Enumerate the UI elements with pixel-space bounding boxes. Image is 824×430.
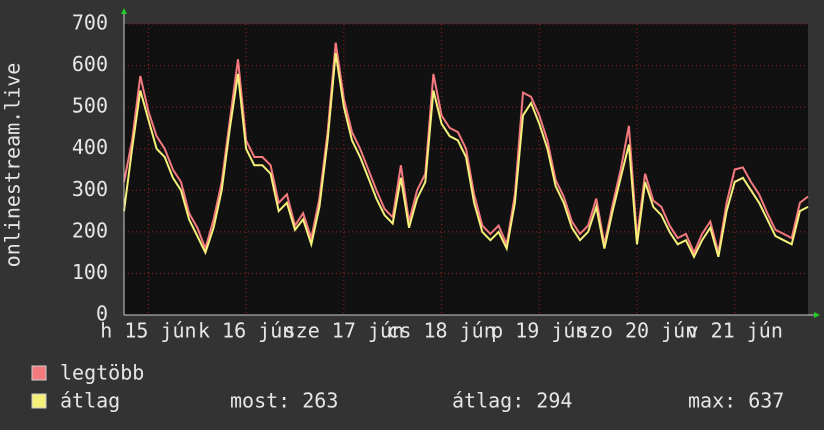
legend: legtöbb átlag most: 263 átlag: 294 max: 637 [31,361,784,413]
legend-swatch [31,365,47,381]
legend-stat: most: 263 [230,389,338,413]
x-tick-label: cs 18 jún [387,319,495,343]
x-arrow [814,312,820,318]
series-line [123,52,809,260]
y-tick-label: 700 [72,11,108,35]
y-tick-label: 100 [72,260,108,284]
legend-label: átlag [60,389,120,413]
y-tick-label: 200 [72,218,108,242]
plot-area [124,24,808,315]
x-tick-label: h 15 jún [100,319,196,343]
x-tick-label: v 21 jún [687,319,783,343]
legend-swatch [31,393,47,409]
legend-stat: átlag: 294 [452,389,572,413]
y-tick-label: 500 [72,94,108,118]
legend-label: legtöbb [60,361,144,385]
y-tick-label: 600 [72,52,108,76]
x-tick-label: szo 20 jún [577,319,697,343]
lines [123,42,809,260]
y-tick-label: 0 [96,302,108,326]
legend-stat: max: 637 [688,389,784,413]
x-tick-label: sze 17 jún [284,319,404,343]
y-tick-label: 400 [72,135,108,159]
grid [124,23,808,316]
y-axis-label: onlinestream.live [1,63,25,268]
series-line [123,42,809,256]
y-tick-label: 300 [72,177,108,201]
y-arrow [121,8,127,14]
x-tick-label: p 19 jún [491,319,587,343]
x-tick-label: k 16 jún [198,319,294,343]
